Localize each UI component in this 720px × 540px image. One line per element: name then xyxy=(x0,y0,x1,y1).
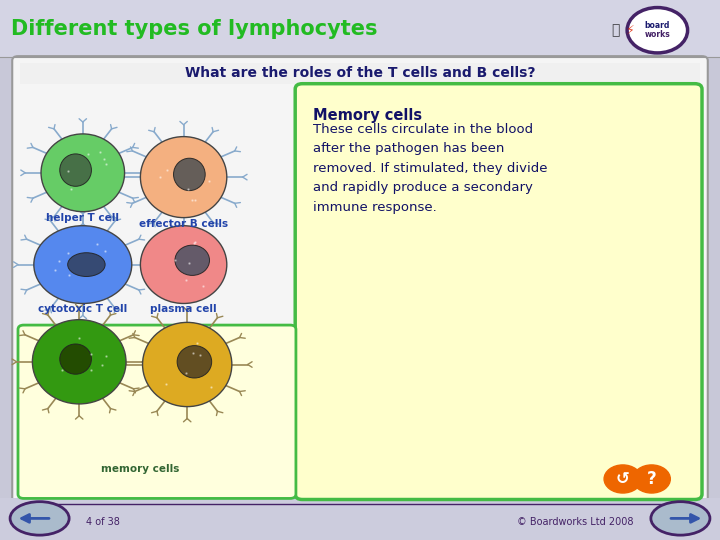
FancyBboxPatch shape xyxy=(0,0,720,57)
Text: works: works xyxy=(644,30,670,39)
Ellipse shape xyxy=(143,322,232,407)
Text: © Boardworks Ltd 2008: © Boardworks Ltd 2008 xyxy=(517,517,634,527)
Text: helper T cell: helper T cell xyxy=(46,213,120,222)
Text: ?: ? xyxy=(647,470,657,488)
Text: cytotoxic T cell: cytotoxic T cell xyxy=(38,304,127,314)
Text: ↺: ↺ xyxy=(616,470,630,488)
Ellipse shape xyxy=(175,245,210,275)
FancyBboxPatch shape xyxy=(0,498,720,540)
Text: 📖: 📖 xyxy=(611,23,620,37)
Text: These cells circulate in the blood
after the pathogen has been
removed. If stimu: These cells circulate in the blood after… xyxy=(313,123,548,214)
Text: 4 of 38: 4 of 38 xyxy=(86,517,120,527)
FancyBboxPatch shape xyxy=(18,325,296,498)
Ellipse shape xyxy=(34,226,132,303)
Ellipse shape xyxy=(140,226,227,303)
Circle shape xyxy=(633,465,670,493)
Text: memory cells: memory cells xyxy=(102,464,179,474)
Text: board: board xyxy=(644,22,670,30)
FancyBboxPatch shape xyxy=(20,63,700,84)
Ellipse shape xyxy=(10,502,69,535)
Ellipse shape xyxy=(60,344,91,374)
Ellipse shape xyxy=(60,154,91,186)
Text: effector B cells: effector B cells xyxy=(139,219,228,229)
Text: Memory cells: Memory cells xyxy=(313,108,423,123)
Circle shape xyxy=(627,8,688,53)
Ellipse shape xyxy=(41,134,125,212)
Text: ⚡: ⚡ xyxy=(626,24,635,37)
Ellipse shape xyxy=(68,253,105,276)
Ellipse shape xyxy=(651,502,710,535)
Text: plasma cell: plasma cell xyxy=(150,304,217,314)
FancyBboxPatch shape xyxy=(295,84,702,500)
Text: Different types of lymphocytes: Different types of lymphocytes xyxy=(11,18,377,39)
Ellipse shape xyxy=(177,346,212,378)
Text: What are the roles of the T cells and B cells?: What are the roles of the T cells and B … xyxy=(185,66,535,80)
Ellipse shape xyxy=(32,320,126,404)
FancyBboxPatch shape xyxy=(12,56,708,502)
Ellipse shape xyxy=(140,137,227,218)
Circle shape xyxy=(604,465,642,493)
Ellipse shape xyxy=(174,158,205,191)
